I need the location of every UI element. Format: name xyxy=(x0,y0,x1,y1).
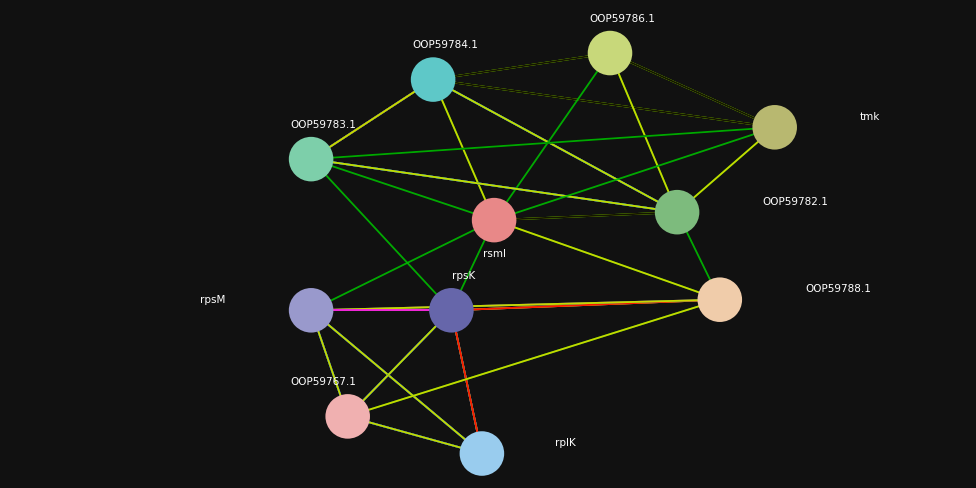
Text: OOP59788.1: OOP59788.1 xyxy=(805,285,871,294)
Ellipse shape xyxy=(698,277,742,322)
Text: OOP59782.1: OOP59782.1 xyxy=(762,197,829,207)
Text: rsml: rsml xyxy=(482,249,506,259)
Ellipse shape xyxy=(752,105,797,150)
Ellipse shape xyxy=(655,190,700,234)
Ellipse shape xyxy=(289,288,334,333)
Ellipse shape xyxy=(289,137,334,182)
Text: OOP59783.1: OOP59783.1 xyxy=(291,120,356,130)
Text: OOP59786.1: OOP59786.1 xyxy=(590,14,655,24)
Ellipse shape xyxy=(460,431,505,476)
Text: rplK: rplK xyxy=(555,438,576,448)
Ellipse shape xyxy=(588,31,632,75)
Text: rpsM: rpsM xyxy=(200,295,225,305)
Ellipse shape xyxy=(411,57,456,102)
Ellipse shape xyxy=(325,394,370,439)
Ellipse shape xyxy=(471,198,516,243)
Text: rpsK: rpsK xyxy=(452,271,475,281)
Text: OOP59784.1: OOP59784.1 xyxy=(413,41,478,50)
Ellipse shape xyxy=(429,288,473,333)
Text: OOP59767.1: OOP59767.1 xyxy=(291,377,356,387)
Text: tmk: tmk xyxy=(860,112,880,122)
